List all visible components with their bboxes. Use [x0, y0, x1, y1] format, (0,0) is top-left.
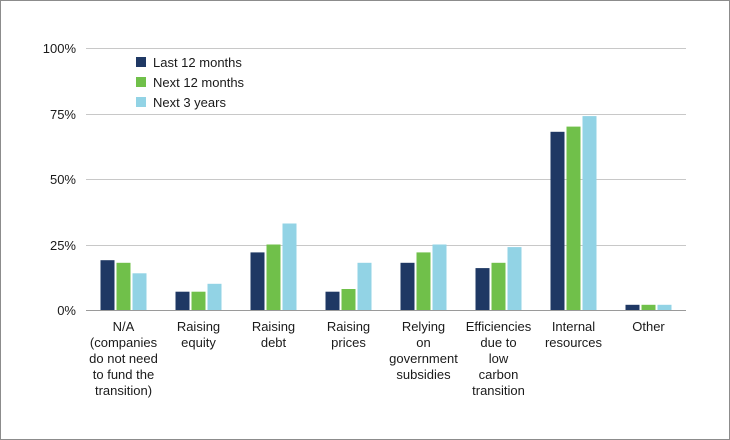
- category-label: Relying on government subsidies: [389, 319, 458, 382]
- category-label-line: to fund the: [93, 367, 154, 382]
- bar-last-12-months-5: [475, 268, 490, 310]
- bar-next-3-years-4: [432, 244, 447, 310]
- bars: [100, 116, 672, 310]
- category-label-line: Other: [632, 319, 665, 334]
- category-label: Other: [632, 319, 665, 334]
- bar-next-3-years-7: [657, 304, 672, 310]
- bar-next-12-months-0: [116, 262, 131, 310]
- bar-last-12-months-7: [625, 304, 640, 310]
- legend-swatch: [136, 97, 146, 107]
- y-tick-label: 25%: [50, 238, 76, 253]
- category-label-line: due to: [480, 335, 516, 350]
- bar-next-12-months-7: [641, 304, 656, 310]
- bar-next-12-months-4: [416, 252, 431, 310]
- category-label-line: carbon: [479, 367, 519, 382]
- category-label-line: Relying: [402, 319, 445, 334]
- category-label-line: transition): [95, 383, 152, 398]
- legend-label: Next 3 years: [153, 95, 226, 110]
- bar-next-12-months-6: [566, 126, 581, 310]
- bar-next-3-years-1: [207, 283, 222, 310]
- bar-next-3-years-5: [507, 247, 522, 310]
- category-label-line: equity: [181, 335, 216, 350]
- bar-last-12-months-3: [325, 291, 340, 310]
- legend-label: Last 12 months: [153, 55, 242, 70]
- category-label-line: on: [416, 335, 430, 350]
- bar-last-12-months-0: [100, 260, 115, 310]
- bar-next-12-months-3: [341, 289, 356, 310]
- category-label: Internal resources: [545, 319, 603, 350]
- category-label: Efficiencies due to low carbon transition: [466, 319, 532, 398]
- bar-next-3-years-2: [282, 223, 297, 310]
- category-label-line: subsidies: [396, 367, 451, 382]
- bar-last-12-months-1: [175, 291, 190, 310]
- bar-next-3-years-0: [132, 273, 147, 310]
- bar-next-12-months-2: [266, 244, 281, 310]
- bar-next-3-years-3: [357, 262, 372, 310]
- category-label-line: Raising: [177, 319, 220, 334]
- category-label-line: resources: [545, 335, 603, 350]
- category-label-line: do not need: [89, 351, 158, 366]
- x-axis-category-labels: N/A (companies do not need to fund the trans…: [89, 319, 665, 398]
- legend-swatch: [136, 77, 146, 87]
- y-tick-label: 50%: [50, 172, 76, 187]
- legend-swatch: [136, 57, 146, 67]
- category-label-line: N/A: [113, 319, 135, 334]
- category-label: Raising prices: [327, 319, 370, 350]
- category-label-line: Raising: [252, 319, 295, 334]
- y-tick-label: 0%: [57, 303, 76, 318]
- bar-next-12-months-1: [191, 291, 206, 310]
- category-label-line: Raising: [327, 319, 370, 334]
- category-label: N/A (companies do not need to fund the trans…: [89, 319, 158, 398]
- category-label-line: government: [389, 351, 458, 366]
- category-label-line: Internal: [552, 319, 595, 334]
- bar-last-12-months-4: [400, 262, 415, 310]
- y-axis-tick-labels: 0% 25% 50% 75% 100%: [43, 41, 77, 318]
- bar-next-3-years-6: [582, 116, 597, 310]
- bar-last-12-months-6: [550, 131, 565, 310]
- category-label-line: transition: [472, 383, 525, 398]
- legend-label: Next 12 months: [153, 75, 245, 90]
- category-label-line: low: [489, 351, 509, 366]
- y-tick-label: 100%: [43, 41, 77, 56]
- bar-next-12-months-5: [491, 262, 506, 310]
- category-label: Raising equity: [177, 319, 220, 350]
- bar-last-12-months-2: [250, 252, 265, 310]
- category-label-line: debt: [261, 335, 287, 350]
- category-label-line: (companies: [90, 335, 158, 350]
- category-label-line: prices: [331, 335, 366, 350]
- y-tick-label: 75%: [50, 107, 76, 122]
- category-label: Raising debt: [252, 319, 295, 350]
- legend: Last 12 months Next 12 months Next 3 years: [136, 55, 245, 110]
- category-label-line: Efficiencies: [466, 319, 532, 334]
